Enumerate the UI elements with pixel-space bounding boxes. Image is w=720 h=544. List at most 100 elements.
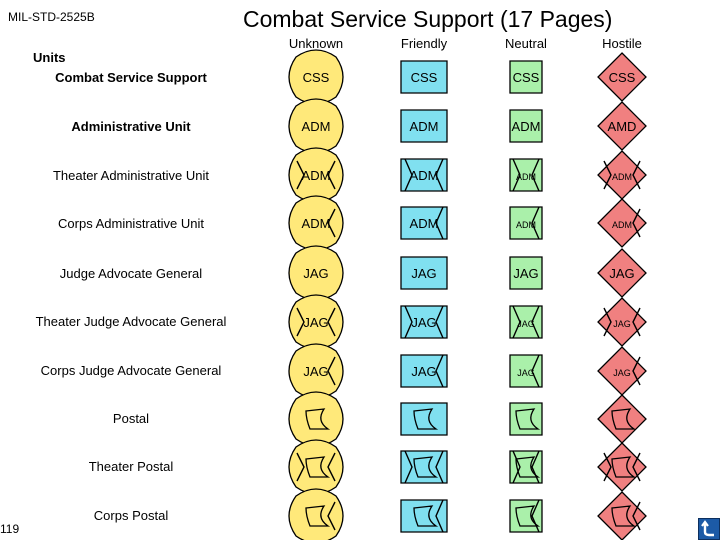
symbol-unknown: ADM bbox=[288, 147, 344, 203]
column-header-friendly: Friendly bbox=[400, 36, 448, 51]
symbol-text: JAG bbox=[613, 368, 631, 378]
symbol-text: ADM bbox=[302, 216, 331, 231]
symbol-text: JAG bbox=[303, 315, 328, 330]
symbol-text: ADM bbox=[512, 119, 541, 134]
column-header-unknown: Unknown bbox=[288, 36, 344, 51]
symbol-text: CSS bbox=[303, 70, 330, 85]
symbol-text: ADM bbox=[410, 119, 439, 134]
symbol-neutral bbox=[509, 450, 543, 484]
symbol-neutral: JAG bbox=[509, 305, 543, 339]
symbol-text: ADM bbox=[302, 119, 331, 134]
page-number: 119 bbox=[0, 522, 20, 536]
symbol-friendly: JAG bbox=[400, 256, 448, 290]
row-label: Theater Judge Advocate General bbox=[35, 314, 227, 329]
symbol-text: JAG bbox=[517, 319, 535, 329]
symbol-unknown: CSS bbox=[288, 49, 344, 105]
row-label: Corps Administrative Unit bbox=[58, 216, 204, 231]
symbol-text: ADM bbox=[612, 220, 632, 230]
row-label: Administrative Unit bbox=[71, 119, 191, 134]
symbol-text: CSS bbox=[609, 70, 636, 85]
postal-icon bbox=[611, 456, 637, 478]
symbol-unknown: JAG bbox=[288, 245, 344, 301]
row-label: Theater Postal bbox=[88, 459, 174, 474]
row-label: Postal bbox=[112, 411, 150, 426]
symbol-unknown bbox=[288, 391, 344, 447]
symbol-friendly: ADM bbox=[400, 158, 448, 192]
column-header-hostile: Hostile bbox=[602, 36, 642, 51]
postal-icon bbox=[305, 505, 331, 527]
symbol-neutral bbox=[509, 499, 543, 533]
symbol-unknown: JAG bbox=[288, 343, 344, 399]
symbol-friendly: CSS bbox=[400, 60, 448, 94]
symbol-text: JAG bbox=[613, 319, 631, 329]
symbol-text: JAG bbox=[411, 315, 436, 330]
column-header-neutral: Neutral bbox=[505, 36, 547, 51]
symbol-neutral: ADM bbox=[509, 206, 543, 240]
symbol-hostile: ADM bbox=[597, 150, 647, 200]
symbol-text: ADM bbox=[516, 172, 536, 182]
postal-icon bbox=[413, 505, 439, 527]
postal-icon bbox=[413, 408, 439, 430]
symbol-text: CSS bbox=[513, 70, 540, 85]
symbol-text: JAG bbox=[303, 266, 328, 281]
postal-icon bbox=[611, 408, 637, 430]
postal-icon bbox=[611, 505, 637, 527]
symbol-text: JAG bbox=[411, 364, 436, 379]
symbol-hostile bbox=[597, 394, 647, 444]
postal-icon bbox=[305, 456, 331, 478]
symbol-text: AMD bbox=[608, 119, 637, 134]
symbol-hostile: AMD bbox=[597, 101, 647, 151]
symbol-text: JAG bbox=[517, 368, 535, 378]
section-label-units: Units bbox=[33, 50, 66, 65]
row-label: Judge Advocate General bbox=[59, 266, 203, 281]
standard-label: MIL-STD-2525B bbox=[8, 10, 95, 24]
row-label: Corps Postal bbox=[93, 508, 169, 523]
row-label: Combat Service Support bbox=[55, 70, 207, 85]
symbol-neutral: CSS bbox=[509, 60, 543, 94]
symbol-unknown: ADM bbox=[288, 98, 344, 154]
symbol-text: JAG bbox=[303, 364, 328, 379]
symbol-text: ADM bbox=[612, 172, 632, 182]
symbol-neutral bbox=[509, 402, 543, 436]
symbol-neutral: JAG bbox=[509, 354, 543, 388]
symbol-friendly bbox=[400, 402, 448, 436]
symbol-text: JAG bbox=[513, 266, 538, 281]
symbol-friendly: ADM bbox=[400, 109, 448, 143]
symbol-hostile bbox=[597, 442, 647, 492]
symbol-text: JAG bbox=[609, 266, 634, 281]
symbol-hostile: ADM bbox=[597, 198, 647, 248]
postal-icon bbox=[413, 456, 439, 478]
symbol-unknown: ADM bbox=[288, 195, 344, 251]
symbol-unknown bbox=[288, 439, 344, 495]
symbol-neutral: JAG bbox=[509, 256, 543, 290]
symbol-hostile: CSS bbox=[597, 52, 647, 102]
postal-icon bbox=[515, 505, 541, 527]
symbol-unknown bbox=[288, 488, 344, 540]
return-arrow-icon[interactable] bbox=[698, 518, 720, 540]
symbol-hostile: JAG bbox=[597, 248, 647, 298]
symbol-friendly bbox=[400, 499, 448, 533]
postal-icon bbox=[305, 408, 331, 430]
symbol-friendly: JAG bbox=[400, 354, 448, 388]
symbol-hostile bbox=[597, 491, 647, 540]
symbol-text: ADM bbox=[516, 220, 536, 230]
row-label: Corps Judge Advocate General bbox=[40, 363, 222, 378]
symbol-text: ADM bbox=[302, 168, 331, 183]
postal-icon bbox=[515, 408, 541, 430]
symbol-text: CSS bbox=[411, 70, 438, 85]
symbol-neutral: ADM bbox=[509, 109, 543, 143]
symbol-text: ADM bbox=[410, 168, 439, 183]
symbol-text: JAG bbox=[411, 266, 436, 281]
symbol-friendly: JAG bbox=[400, 305, 448, 339]
symbol-text: ADM bbox=[410, 216, 439, 231]
page-title: Combat Service Support (17 Pages) bbox=[243, 6, 613, 32]
symbol-friendly bbox=[400, 450, 448, 484]
symbol-friendly: ADM bbox=[400, 206, 448, 240]
postal-icon bbox=[515, 456, 541, 478]
symbol-neutral: ADM bbox=[509, 158, 543, 192]
symbol-unknown: JAG bbox=[288, 294, 344, 350]
row-label: Theater Administrative Unit bbox=[52, 168, 210, 183]
symbol-hostile: JAG bbox=[597, 297, 647, 347]
symbol-hostile: JAG bbox=[597, 346, 647, 396]
